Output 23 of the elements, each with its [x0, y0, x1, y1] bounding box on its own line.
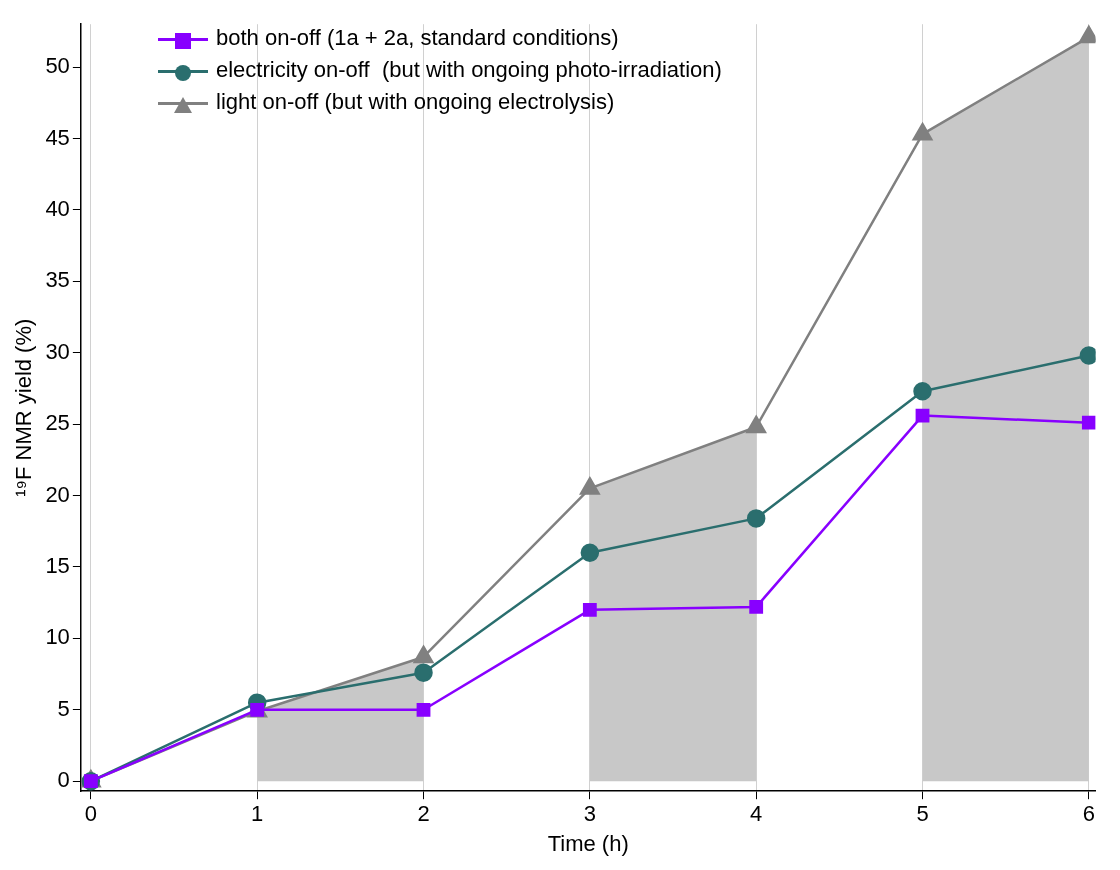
y-tick-label: 10 [45, 624, 70, 650]
x-tick-label: 6 [1082, 801, 1095, 827]
legend-label: electricity on-off (but with ongoing photo-irradiation) [216, 57, 722, 82]
y-axis-title: ¹⁹F NMR yield (%) [11, 318, 37, 497]
x-axis-title: Time (h) [547, 830, 629, 856]
y-tick-label: 30 [45, 338, 70, 364]
y-tick-label: 0 [57, 767, 70, 793]
y-tick-label: 25 [45, 410, 70, 436]
y-tick-label: 45 [45, 124, 70, 150]
x-tick-label: 4 [750, 801, 763, 827]
legend-label: both on-off (1a + 2a, standard conditions) [216, 25, 619, 50]
y-tick-label: 50 [45, 53, 70, 79]
y-tick-label: 35 [45, 267, 70, 293]
y-tick-label: 20 [45, 481, 70, 507]
legend-label: light on-off (but with ongoing electrolysis) [216, 89, 615, 114]
y-tick-label: 15 [45, 553, 70, 579]
x-tick-label: 5 [916, 801, 929, 827]
x-tick-label: 2 [417, 801, 430, 827]
x-tick-label: 0 [84, 801, 97, 827]
x-tick-label: 1 [251, 801, 264, 827]
y-tick-label: 5 [57, 695, 70, 721]
y-tick-label: 40 [45, 195, 70, 221]
x-tick-label: 3 [583, 801, 596, 827]
